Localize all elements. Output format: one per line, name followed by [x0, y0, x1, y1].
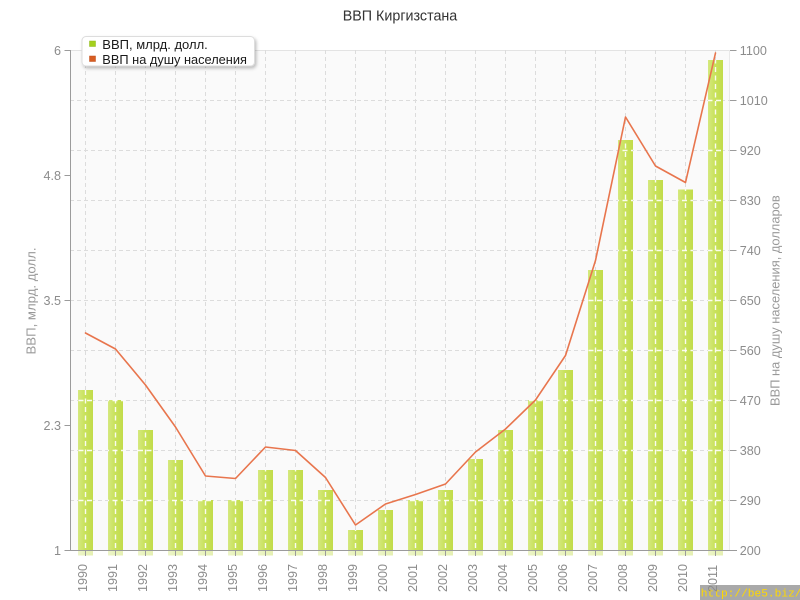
svg-text:1997: 1997 [286, 564, 300, 592]
svg-text:2008: 2008 [616, 564, 630, 592]
svg-text:ВВП на душу населения: ВВП на душу населения [102, 52, 247, 67]
svg-text:740: 740 [740, 244, 761, 258]
svg-text:1994: 1994 [196, 564, 210, 592]
svg-text:2003: 2003 [466, 564, 480, 592]
svg-text:380: 380 [740, 444, 761, 458]
svg-text:2006: 2006 [556, 564, 570, 592]
svg-text:1996: 1996 [256, 564, 270, 592]
svg-text:1992: 1992 [136, 564, 150, 592]
svg-text:6: 6 [54, 44, 61, 58]
svg-text:2009: 2009 [646, 564, 660, 592]
svg-text:2010: 2010 [676, 564, 690, 592]
svg-text:ВВП на душу населения, долларо: ВВП на душу населения, долларов [768, 195, 783, 406]
svg-text:1999: 1999 [346, 564, 360, 592]
svg-text:1990: 1990 [76, 564, 90, 592]
svg-text:830: 830 [740, 194, 761, 208]
svg-text:ВВП, млрд. долл.: ВВП, млрд. долл. [102, 37, 208, 52]
svg-text:560: 560 [740, 344, 761, 358]
svg-text:2002: 2002 [436, 564, 450, 592]
svg-text:2001: 2001 [406, 564, 420, 592]
svg-text:1: 1 [54, 544, 61, 558]
svg-text:920: 920 [740, 144, 761, 158]
svg-text:3.5: 3.5 [43, 294, 61, 308]
svg-text:650: 650 [740, 294, 761, 308]
svg-text:290: 290 [740, 494, 761, 508]
svg-text:2011: 2011 [706, 565, 720, 592]
svg-text:1995: 1995 [226, 564, 240, 592]
svg-text:1993: 1993 [166, 564, 180, 592]
svg-text:2.3: 2.3 [43, 419, 61, 433]
svg-text:1010: 1010 [740, 94, 768, 108]
svg-text:2005: 2005 [526, 564, 540, 592]
svg-text:2007: 2007 [586, 564, 600, 592]
svg-text:2000: 2000 [376, 564, 390, 592]
svg-text:4.8: 4.8 [43, 169, 61, 183]
svg-text:2004: 2004 [496, 564, 510, 592]
svg-text:1998: 1998 [316, 564, 330, 592]
svg-text:ВВП, млрд. долл.: ВВП, млрд. долл. [24, 247, 39, 354]
svg-text:http://be5.biz/: http://be5.biz/ [701, 589, 800, 600]
svg-text:1991: 1991 [106, 564, 120, 592]
svg-text:470: 470 [740, 394, 761, 408]
svg-text:ВВП Киргизстана: ВВП Киргизстана [343, 9, 458, 25]
svg-text:200: 200 [740, 544, 761, 558]
svg-text:1100: 1100 [740, 44, 767, 58]
